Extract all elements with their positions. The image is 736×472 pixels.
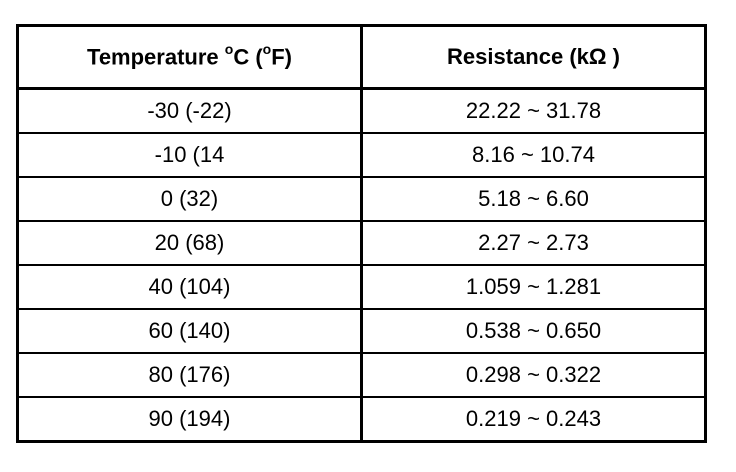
resistance-cell: 2.27 ~ 2.73 xyxy=(360,220,707,266)
table-row: 20 (68) 2.27 ~ 2.73 xyxy=(16,220,707,266)
temperature-resistance-table: Temperature oC (oF) Resistance (kΩ ) -30… xyxy=(16,24,707,443)
resistance-cell: 0.538 ~ 0.650 xyxy=(360,308,707,354)
resistance-cell: 1.059 ~ 1.281 xyxy=(360,264,707,310)
header-row: Temperature oC (oF) Resistance (kΩ ) xyxy=(16,24,707,90)
degree-sign-celsius: o xyxy=(224,41,234,58)
table-row: 40 (104) 1.059 ~ 1.281 xyxy=(16,264,707,310)
resistance-cell: 8.16 ~ 10.74 xyxy=(360,132,707,178)
resistance-cell: 22.22 ~ 31.78 xyxy=(360,87,707,134)
temperature-cell: 80 (176) xyxy=(16,352,363,398)
temperature-cell: 0 (32) xyxy=(16,176,363,222)
temperature-cell: -10 (14 xyxy=(16,132,363,178)
temperature-header-suffix: F) xyxy=(271,44,292,70)
temperature-header-prefix: Temperature xyxy=(87,44,225,70)
table-row: -10 (14 8.16 ~ 10.74 xyxy=(16,132,707,178)
temperature-cell: 90 (194) xyxy=(16,396,363,443)
resistance-cell: 0.298 ~ 0.322 xyxy=(360,352,707,398)
resistance-cell: 5.18 ~ 6.60 xyxy=(360,176,707,222)
resistance-cell: 0.219 ~ 0.243 xyxy=(360,396,707,443)
table-row: 60 (140) 0.538 ~ 0.650 xyxy=(16,308,707,354)
temperature-header-mid: C ( xyxy=(233,44,263,70)
degree-sign-fahrenheit: o xyxy=(262,41,272,58)
resistance-header: Resistance (kΩ ) xyxy=(360,24,707,90)
temperature-cell: -30 (-22) xyxy=(16,87,363,134)
temperature-header: Temperature oC (oF) xyxy=(16,24,363,90)
table-row: 80 (176) 0.298 ~ 0.322 xyxy=(16,352,707,398)
temperature-cell: 20 (68) xyxy=(16,220,363,266)
temperature-cell: 40 (104) xyxy=(16,264,363,310)
table-row: -30 (-22) 22.22 ~ 31.78 xyxy=(16,87,707,134)
table-row: 90 (194) 0.219 ~ 0.243 xyxy=(16,396,707,443)
table-row: 0 (32) 5.18 ~ 6.60 xyxy=(16,176,707,222)
temperature-cell: 60 (140) xyxy=(16,308,363,354)
